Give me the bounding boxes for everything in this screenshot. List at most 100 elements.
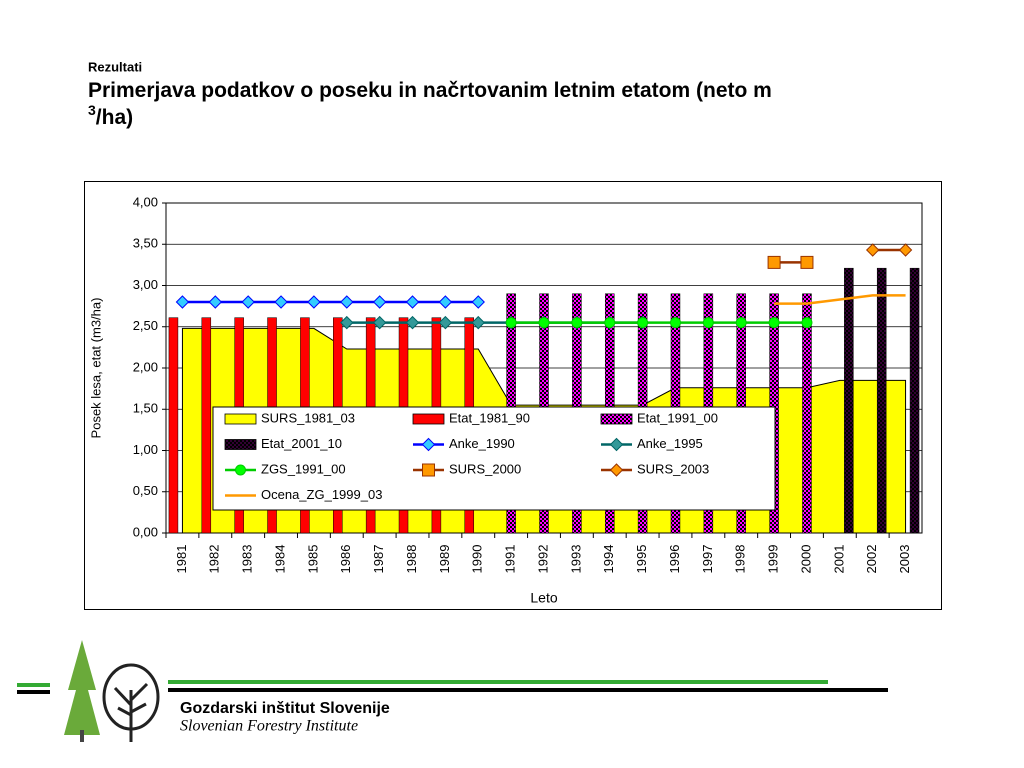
section-label: Rezultati bbox=[88, 59, 142, 74]
y-tick-label: 1,00 bbox=[133, 442, 158, 457]
marker bbox=[340, 295, 354, 309]
marker bbox=[438, 315, 453, 330]
x-tick-label: 1983 bbox=[240, 545, 255, 574]
marker bbox=[175, 295, 190, 309]
legend-marker bbox=[609, 437, 624, 452]
marker bbox=[801, 317, 813, 329]
x-tick-label: 2002 bbox=[864, 545, 879, 574]
x-axis-title: Leto bbox=[530, 590, 557, 606]
x-tick-label: 1987 bbox=[371, 545, 386, 574]
legend-marker bbox=[422, 463, 435, 477]
marker bbox=[898, 243, 913, 257]
legend-label: Etat_1981_90 bbox=[449, 410, 530, 425]
x-tick-label: 1982 bbox=[207, 545, 222, 574]
marker bbox=[767, 255, 781, 269]
x-tick-label: 1981 bbox=[174, 545, 189, 574]
y-tick-label: 0,00 bbox=[133, 524, 158, 539]
y-tick-label: 3,50 bbox=[133, 236, 158, 251]
slide-title: Primerjava podatkov o poseku in načrtova… bbox=[88, 79, 772, 102]
marker bbox=[438, 295, 453, 309]
marker bbox=[340, 315, 354, 330]
marker bbox=[505, 317, 517, 329]
x-tick-label: 1989 bbox=[437, 545, 452, 574]
org-name: Gozdarski inštitut Slovenije bbox=[180, 700, 390, 717]
slide-title-2: 3/ha) bbox=[88, 102, 133, 129]
bar bbox=[802, 293, 812, 534]
chart: 0,00 0,50 1,00 1,50 2,00 2,50 3,00 3,50 4,00 1981… bbox=[88, 194, 923, 606]
marker bbox=[637, 317, 649, 329]
y-tick-label: 4,00 bbox=[133, 194, 158, 209]
marker bbox=[571, 317, 583, 329]
bar bbox=[876, 267, 887, 534]
legend-marker bbox=[609, 463, 624, 477]
x-tick-label: 1986 bbox=[338, 545, 353, 574]
x-tick-label: 1996 bbox=[667, 545, 682, 574]
title-end: /ha) bbox=[96, 106, 133, 129]
x-tick-label: 1994 bbox=[601, 545, 616, 574]
marker bbox=[471, 315, 485, 330]
y-tick-label: 0,50 bbox=[133, 483, 158, 498]
marker bbox=[669, 317, 681, 329]
legend-swatch bbox=[600, 413, 633, 425]
x-tick-label: 1990 bbox=[470, 545, 485, 574]
bar bbox=[909, 267, 920, 534]
marker bbox=[471, 295, 485, 309]
title-main: Primerjava podatkov o poseku in načrtova… bbox=[88, 79, 772, 102]
legend-label: SURS_2000 bbox=[449, 461, 521, 476]
marker bbox=[538, 317, 550, 329]
x-tick-label: 2000 bbox=[798, 545, 813, 574]
x-tick-label: 2003 bbox=[897, 545, 912, 574]
x-tick-label: 1995 bbox=[634, 545, 649, 574]
x-tick-label: 1999 bbox=[766, 545, 781, 574]
marker bbox=[865, 243, 880, 257]
bar bbox=[201, 317, 212, 534]
legend-marker bbox=[421, 437, 436, 452]
marker bbox=[768, 317, 780, 329]
y-tick-label: 2,50 bbox=[133, 318, 158, 333]
x-tick-label: 2001 bbox=[831, 545, 846, 574]
marker bbox=[604, 317, 616, 329]
y-tick-label: 2,00 bbox=[133, 359, 158, 374]
bar bbox=[168, 317, 179, 534]
marker bbox=[735, 317, 747, 329]
marker bbox=[372, 315, 387, 330]
org-name-en: Slovenian Forestry Institute bbox=[180, 718, 358, 735]
marker bbox=[307, 295, 321, 309]
y-tick-label: 1,50 bbox=[133, 401, 158, 416]
x-tick-label: 1984 bbox=[272, 545, 287, 574]
marker bbox=[208, 295, 223, 309]
y-tick-label: 3,00 bbox=[133, 277, 158, 292]
x-tick-label: 1992 bbox=[535, 545, 550, 574]
x-tick-label: 1993 bbox=[568, 545, 583, 574]
legend-label: SURS_1981_03 bbox=[261, 410, 355, 425]
legend-swatch bbox=[224, 439, 257, 450]
legend-label: Anke_1990 bbox=[449, 436, 515, 451]
legend-label: ZGS_1991_00 bbox=[261, 461, 346, 476]
title-sup: 3 bbox=[88, 102, 96, 118]
marker bbox=[702, 317, 714, 329]
line bbox=[774, 294, 906, 305]
legend-label: Etat_2001_10 bbox=[261, 436, 342, 451]
legend-items: SURS_1981_03 Etat_1981_90 Etat_1991_00 Etat… bbox=[224, 410, 718, 502]
marker bbox=[405, 315, 420, 330]
bar bbox=[844, 267, 854, 534]
x-tick-label: 1997 bbox=[700, 545, 715, 574]
legend-swatch bbox=[224, 413, 257, 425]
x-tick-label: 1985 bbox=[305, 545, 320, 574]
legend-label: Etat_1991_00 bbox=[637, 410, 718, 425]
marker bbox=[372, 295, 387, 309]
y-axis-title: Posek lesa, etat (m3/ha) bbox=[88, 298, 103, 439]
marker bbox=[405, 295, 420, 309]
logo bbox=[64, 640, 160, 742]
legend-swatch bbox=[412, 413, 445, 425]
legend bbox=[212, 406, 776, 511]
legend-label: Ocena_ZG_1999_03 bbox=[261, 487, 382, 502]
x-tick-label: 1998 bbox=[733, 545, 748, 574]
marker bbox=[800, 255, 814, 269]
legend-label: SURS_2003 bbox=[637, 461, 709, 476]
x-tick-label: 1988 bbox=[404, 545, 419, 574]
x-tick-label: 1991 bbox=[503, 545, 518, 574]
legend-marker bbox=[235, 464, 246, 476]
